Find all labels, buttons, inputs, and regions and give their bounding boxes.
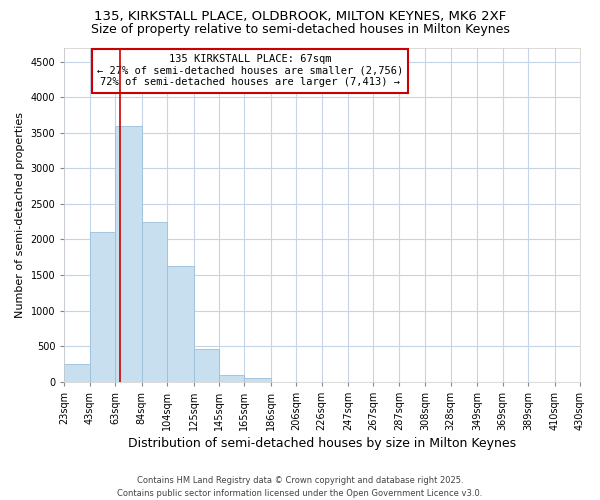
Bar xyxy=(194,349,219,382)
Text: 135, KIRKSTALL PLACE, OLDBROOK, MILTON KEYNES, MK6 2XF: 135, KIRKSTALL PLACE, OLDBROOK, MILTON K… xyxy=(94,10,506,23)
Bar xyxy=(219,374,244,382)
Text: 135 KIRKSTALL PLACE: 67sqm
← 27% of semi-detached houses are smaller (2,756)
72%: 135 KIRKSTALL PLACE: 67sqm ← 27% of semi… xyxy=(97,54,403,88)
Bar xyxy=(167,266,194,382)
Text: Size of property relative to semi-detached houses in Milton Keynes: Size of property relative to semi-detach… xyxy=(91,22,509,36)
Text: Contains HM Land Registry data © Crown copyright and database right 2025.
Contai: Contains HM Land Registry data © Crown c… xyxy=(118,476,482,498)
Bar xyxy=(89,232,115,382)
Bar xyxy=(244,378,271,382)
Bar xyxy=(115,126,142,382)
Bar xyxy=(64,364,89,382)
Bar xyxy=(142,222,167,382)
Y-axis label: Number of semi-detached properties: Number of semi-detached properties xyxy=(15,112,25,318)
X-axis label: Distribution of semi-detached houses by size in Milton Keynes: Distribution of semi-detached houses by … xyxy=(128,437,516,450)
